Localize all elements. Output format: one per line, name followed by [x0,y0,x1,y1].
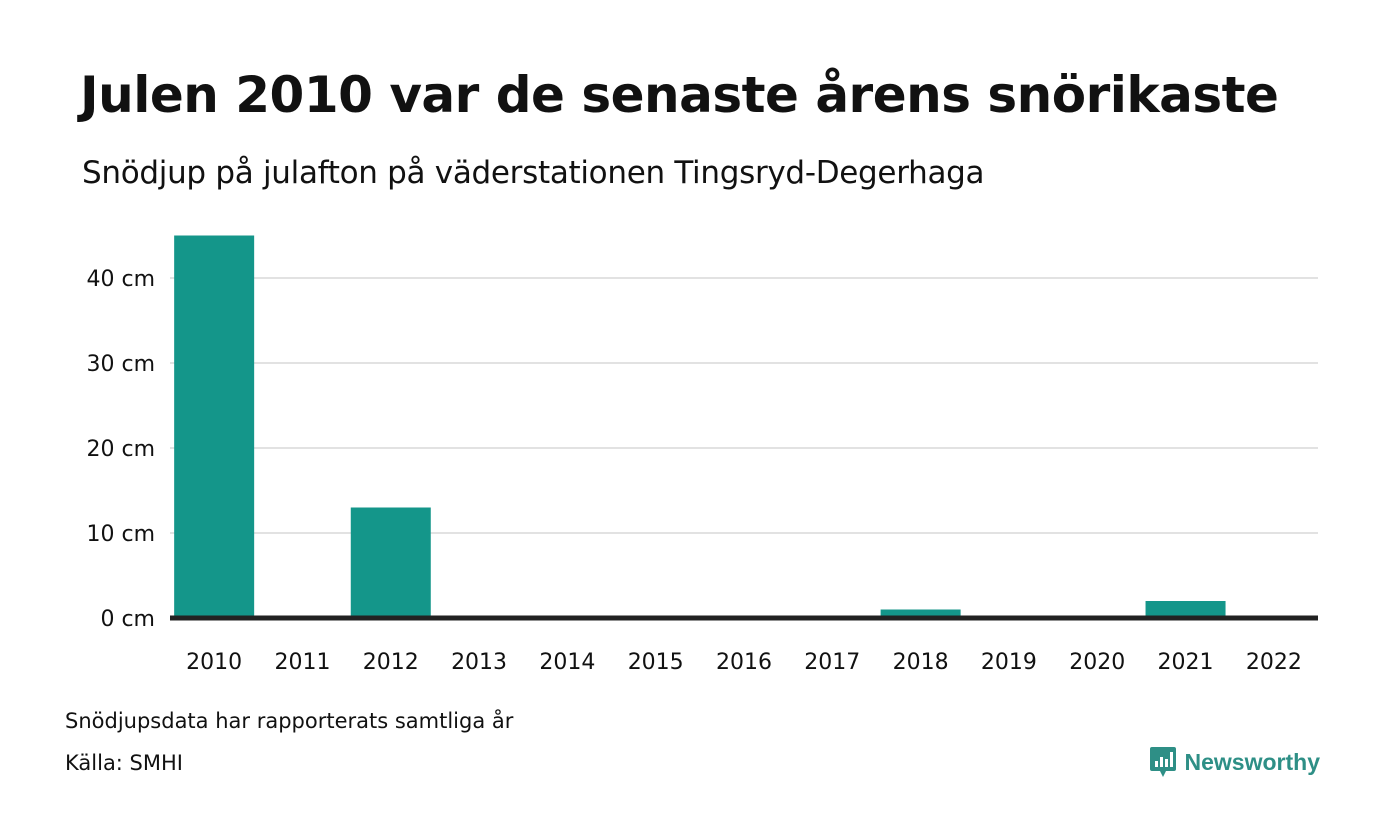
data-note: Snödjupsdata har rapporterats samtliga å… [65,709,514,733]
x-tick-label: 2022 [1246,650,1302,675]
x-tick-label: 2016 [716,650,772,675]
y-tick-label: 10 cm [86,522,155,547]
y-tick-label: 20 cm [86,437,155,462]
x-tick-label: 2010 [186,650,242,675]
chart-title: Julen 2010 var de senaste årens snörikas… [80,66,1279,124]
x-tick-label: 2018 [893,650,949,675]
y-tick-label: 30 cm [86,352,155,377]
x-tick-label: 2019 [981,650,1037,675]
bar-2012[interactable] [350,507,431,619]
y-tick-label: 40 cm [86,267,155,292]
bar-2021[interactable] [1145,601,1226,618]
bar-2018[interactable] [880,609,961,619]
brand-name: Newsworthy [1184,748,1320,775]
x-tick-label: 2020 [1069,650,1125,675]
chart-subtitle: Snödjup på julafton på väderstationen Ti… [82,155,985,191]
x-tick-label: 2014 [539,650,595,675]
bar-2010[interactable] [174,235,255,619]
x-tick-label: 2012 [363,650,419,675]
x-tick-label: 2021 [1158,650,1214,675]
x-tick-label: 2017 [804,650,860,675]
source-note: Källa: SMHI [65,751,183,775]
x-tick-label: 2015 [628,650,684,675]
x-tick-label: 2013 [451,650,507,675]
bar-chart-speech-bubble-icon [1149,747,1176,777]
x-tick-label: 2011 [274,650,330,675]
brand-logo[interactable]: Newsworthy [1149,746,1320,778]
y-tick-label: 0 cm [100,607,155,632]
